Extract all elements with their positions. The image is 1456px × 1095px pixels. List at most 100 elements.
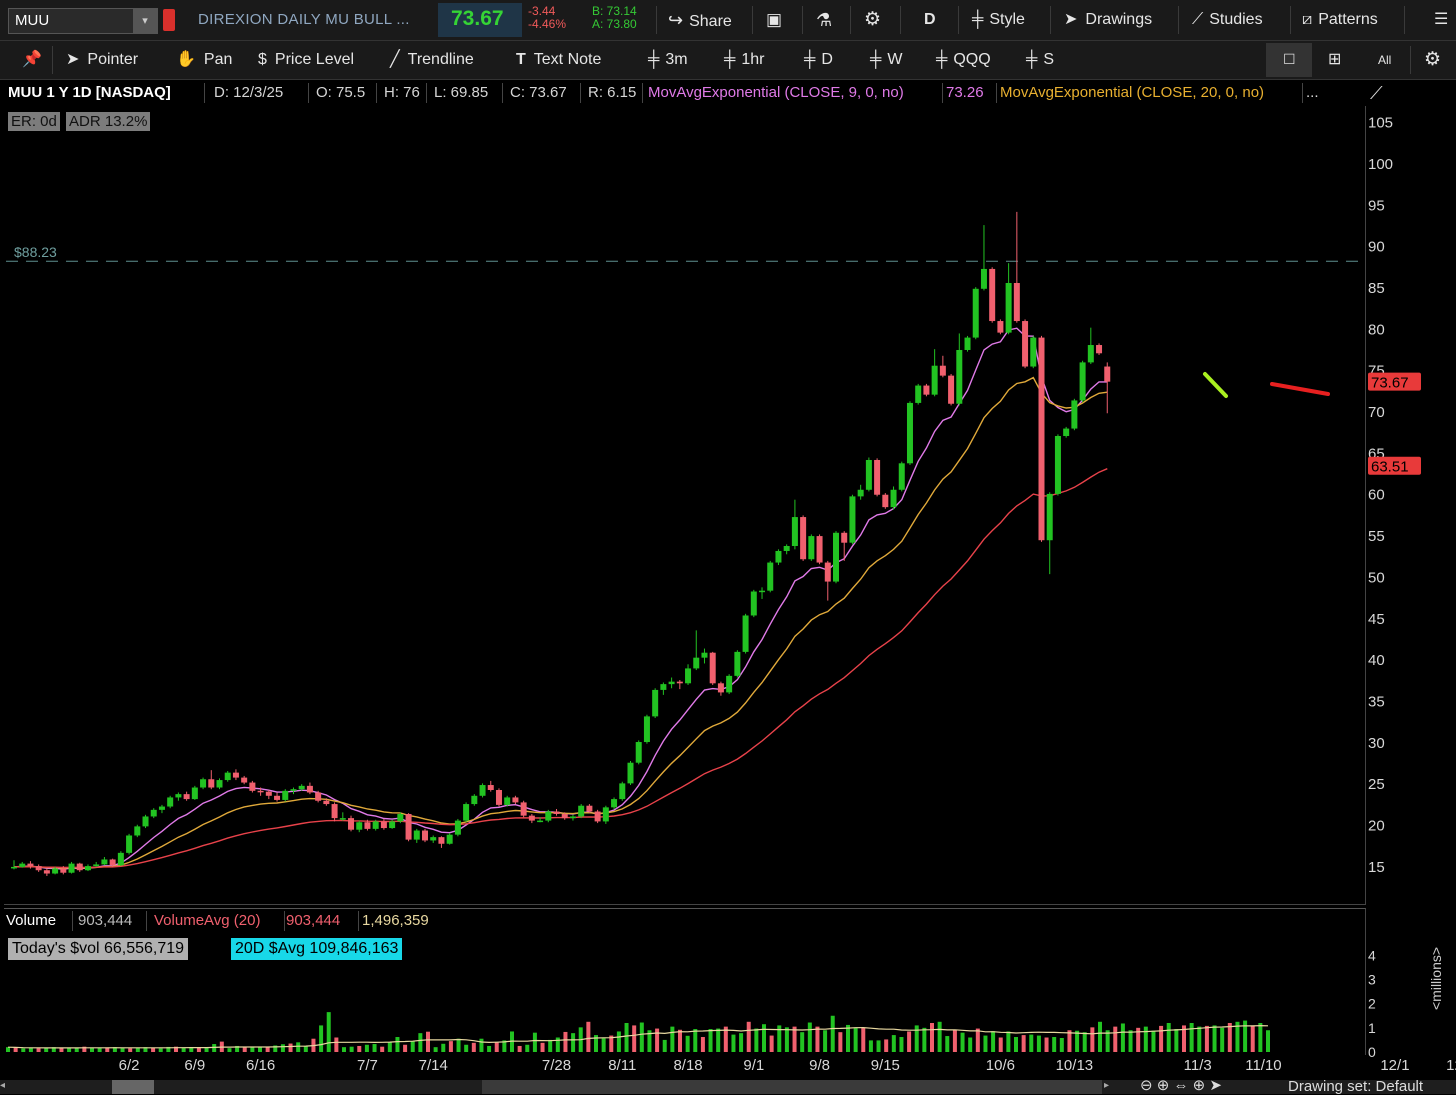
- volume-bar: [823, 1030, 828, 1052]
- fit-icon[interactable]: ⇔: [1173, 1077, 1189, 1094]
- timeframe-3m[interactable]: ╪ 3m: [648, 51, 688, 68]
- last-price-tag-bg: [1368, 372, 1421, 391]
- volume-bar: [1082, 1032, 1087, 1052]
- volume-bar: [1036, 1035, 1041, 1052]
- zoom-out-icon[interactable]: ⊖: [1140, 1077, 1153, 1094]
- scroll-thumb-left[interactable]: [112, 1080, 154, 1094]
- flask-button[interactable]: ⚗: [816, 0, 832, 40]
- candle-body: [35, 866, 42, 871]
- volume-pane[interactable]: [4, 908, 1366, 1055]
- candle-body: [808, 536, 815, 560]
- flask-icon: ⚗: [816, 10, 833, 30]
- scroll-left-icon[interactable]: ◂: [0, 1080, 6, 1091]
- candle-icon: ╪: [648, 51, 660, 68]
- chart-settings-button[interactable]: ⚙: [1424, 41, 1441, 79]
- volume-bar: [616, 1031, 621, 1052]
- zoom-in-icon[interactable]: ⊕: [1156, 1077, 1170, 1094]
- y-tick-label: 55: [1368, 528, 1385, 545]
- volume-bar: [784, 1027, 789, 1052]
- last-price-box: [438, 3, 522, 37]
- volume-bar: [662, 1039, 667, 1052]
- time-scrollbar[interactable]: ◂ ▸ ⊖ ⊕ ⇔ ⊕ ➤ Drawing set: Default: [0, 1077, 1456, 1095]
- zoom-controls[interactable]: ⊖ ⊕ ⇔ ⊕ ➤: [1140, 1076, 1222, 1094]
- grid-layout-button[interactable]: ⊞: [1328, 41, 1341, 79]
- candle-body: [438, 837, 445, 844]
- timeframe-1hr[interactable]: ╪ 1hr: [724, 51, 765, 68]
- all-button[interactable]: All: [1378, 53, 1392, 67]
- volume-bar: [1182, 1025, 1186, 1052]
- camera-icon: ▣: [766, 10, 783, 29]
- screenshot-button[interactable]: ▣: [766, 0, 782, 40]
- candle-body: [569, 816, 576, 819]
- candle-body: [528, 815, 535, 821]
- volume-bar: [1174, 1029, 1179, 1052]
- candle-body: [660, 684, 667, 690]
- candle-body: [726, 675, 733, 693]
- volume-bar: [28, 1047, 33, 1052]
- more-studies[interactable]: ...: [1306, 84, 1319, 101]
- candle-body: [512, 797, 519, 803]
- symbol-text[interactable]: MUU: [15, 12, 50, 29]
- volume-bar: [288, 1043, 293, 1052]
- list-button[interactable]: ☰: [1434, 0, 1448, 40]
- volume-bar: [1258, 1023, 1263, 1052]
- pin-button[interactable]: 📌: [22, 41, 42, 79]
- volume-bar: [174, 1046, 178, 1052]
- volume-bar: [1052, 1037, 1057, 1052]
- crosshair-icon[interactable]: ⊕: [1192, 1077, 1206, 1094]
- symbol-s[interactable]: ╪ S: [1026, 51, 1055, 68]
- single-layout-button[interactable]: ☐: [1266, 43, 1312, 77]
- cursor-icon: ➤: [1064, 11, 1078, 28]
- volume-y-tick: 4: [1368, 947, 1376, 963]
- volume-bar: [746, 1021, 751, 1052]
- candle-body: [479, 785, 486, 796]
- info-range: R: 6.15: [588, 84, 637, 101]
- candle-body: [652, 689, 659, 717]
- y-tick-label: 105: [1368, 115, 1393, 132]
- candle-body: [545, 811, 552, 821]
- avg-dollar-volume: 20D $Avg 109,846,163: [231, 938, 403, 960]
- today-dollar-volume: Today's $vol 66,556,719: [8, 938, 189, 960]
- drawing-set[interactable]: Drawing set: Default: [1288, 1078, 1424, 1095]
- share-button[interactable]: ↪ Share: [668, 10, 732, 30]
- volume-bar: [280, 1044, 285, 1052]
- volume-bar: [1197, 1026, 1202, 1052]
- symbol-dropdown-icon[interactable]: ▾: [133, 9, 157, 33]
- settings-button[interactable]: ⚙: [864, 0, 881, 40]
- drawings-button[interactable]: ➤ Drawings: [1064, 11, 1153, 28]
- pointer-tool[interactable]: ➤ Pointer: [66, 51, 139, 68]
- y-tick-label: 85: [1368, 280, 1385, 297]
- scroll-right-icon[interactable]: ▸: [1104, 1080, 1110, 1091]
- candle-body: [824, 562, 831, 582]
- x-tick-label: 11/10: [1245, 1057, 1281, 1074]
- volume-bar: [44, 1048, 49, 1052]
- timeframe-button[interactable]: D: [924, 11, 936, 28]
- symbol-qqq[interactable]: ╪ QQQ: [936, 51, 991, 68]
- timeframe-d[interactable]: ╪ D: [804, 51, 833, 68]
- studies-button[interactable]: ⟋ Studies: [1192, 11, 1263, 28]
- bid-ask: B: 73.14 A: 73.80: [592, 5, 637, 31]
- volume-bar: [609, 1035, 614, 1052]
- candle-body: [767, 562, 774, 591]
- symbol-flag-icon[interactable]: [163, 9, 175, 31]
- trendline-tool[interactable]: ╱ Trendline: [390, 51, 474, 68]
- x-tick-label: 8/18: [673, 1057, 702, 1074]
- patterns-button[interactable]: ⧄ Patterns: [1302, 11, 1378, 28]
- chart-scale-icon[interactable]: ⟋: [1370, 83, 1383, 103]
- price-level-tool[interactable]: $ Price Level: [258, 51, 355, 68]
- candle-body: [972, 288, 979, 338]
- symbol-input[interactable]: MUU ▾: [8, 8, 158, 34]
- candle-body: [709, 652, 716, 684]
- candle-body: [915, 385, 922, 403]
- volume-bar: [502, 1040, 507, 1052]
- timeframe-w[interactable]: ╪ W: [870, 51, 903, 68]
- cursor-icon[interactable]: ➤: [1209, 1077, 1222, 1094]
- style-button[interactable]: ╪ Style: [972, 11, 1025, 28]
- volume-bar: [1166, 1023, 1171, 1052]
- pan-tool[interactable]: ✋ Pan: [176, 51, 233, 68]
- price-pane[interactable]: [4, 106, 1366, 905]
- scroll-thumb[interactable]: [482, 1080, 1102, 1094]
- volume-bar: [998, 1037, 1003, 1052]
- chart-info-line: MUU 1 Y 1D [NASDAQ] D: 12/3/25 O: 75.5 H…: [8, 82, 1319, 104]
- text-note-tool[interactable]: T Text Note: [516, 51, 602, 68]
